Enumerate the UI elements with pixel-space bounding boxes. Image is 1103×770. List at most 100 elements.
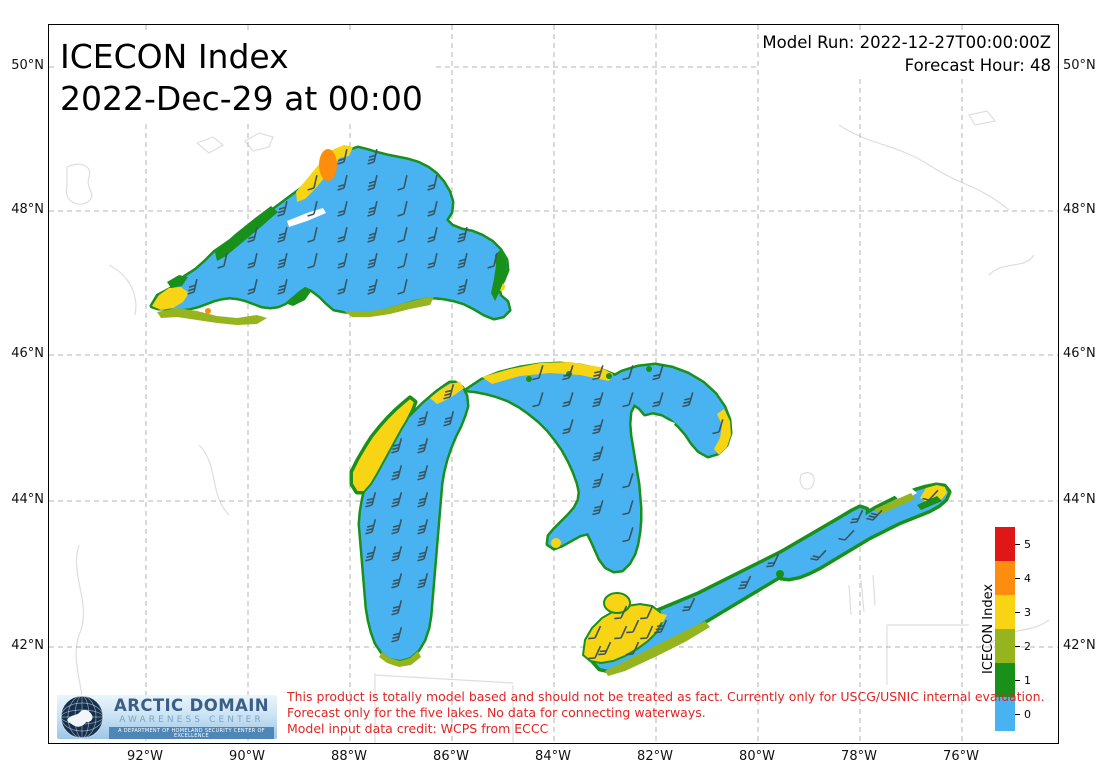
globe-icon — [60, 695, 104, 739]
wind-barb — [457, 252, 468, 269]
wind-barb — [457, 278, 468, 295]
wind-barb — [614, 605, 628, 620]
lat-label-right-0: 50°N — [1063, 58, 1096, 73]
wind-barb — [838, 529, 855, 541]
wind-barb — [367, 226, 378, 243]
wind-barb — [391, 465, 403, 481]
wind-barb — [391, 519, 403, 535]
wind-barb — [592, 473, 604, 489]
lat-label-left-1: 48°N — [11, 202, 44, 217]
wind-barb — [365, 546, 377, 562]
wind-barb — [562, 419, 574, 435]
lon-label-2: 88°W — [331, 749, 367, 764]
wind-barb — [592, 446, 604, 462]
wind-barb — [738, 575, 752, 590]
wind-barb — [622, 500, 634, 516]
wind-barb — [247, 278, 258, 295]
forecast-hour-text: Forecast Hour: 48 — [904, 56, 1051, 75]
wind-barb — [367, 252, 378, 269]
wind-barb — [397, 226, 408, 243]
lake-huron — [467, 364, 730, 571]
colorbar-tickmark — [1015, 680, 1020, 681]
colorbar-segment-1 — [995, 663, 1015, 697]
wind-barb — [307, 174, 318, 191]
colorbar-tick-label-2: 2 — [1024, 640, 1031, 653]
map-frame — [48, 24, 1059, 744]
wind-barb — [640, 605, 654, 620]
wind-barb — [397, 252, 408, 269]
wind-barb — [592, 419, 604, 435]
colorbar-tickmark — [1015, 578, 1020, 579]
lat-label-right-3: 44°N — [1063, 492, 1096, 507]
colorbar-tickmark — [1015, 714, 1020, 715]
wind-barb — [337, 278, 348, 295]
logo-caption: A DEPARTMENT OF HOMELAND SECURITY CENTER… — [109, 727, 274, 739]
wind-barb — [487, 252, 498, 269]
lat-label-left-4: 42°N — [11, 638, 44, 653]
wind-barb — [277, 226, 288, 243]
wind-barb — [277, 200, 288, 217]
wind-barb — [391, 546, 403, 562]
wind-barb — [187, 278, 198, 295]
wind-barb — [417, 411, 429, 427]
wind-barb — [652, 365, 664, 381]
lat-label-left-2: 46°N — [11, 346, 44, 361]
wind-barb — [397, 200, 408, 217]
wind-barb — [307, 252, 318, 269]
colorbar: 5 4 3 2 1 0 — [995, 527, 1031, 731]
colorbar-segment-0 — [995, 697, 1015, 731]
colorbar-tick-label-5: 5 — [1024, 538, 1031, 551]
wind-barb — [866, 509, 883, 521]
wind-barb — [337, 200, 348, 217]
wind-barb — [640, 625, 654, 640]
wind-barb — [652, 392, 664, 408]
lon-label-1: 90°W — [229, 749, 265, 764]
wind-barb — [766, 553, 780, 568]
wind-barb — [443, 384, 455, 400]
wind-barb — [367, 278, 378, 295]
wind-barb — [592, 365, 604, 381]
wind-barb — [307, 200, 318, 217]
colorbar-tick-label-0: 0 — [1024, 708, 1031, 721]
wind-barb — [247, 226, 258, 243]
colorbar-tick-label-3: 3 — [1024, 606, 1031, 619]
colorbar-segment-5 — [995, 527, 1015, 561]
wind-barb — [417, 573, 429, 589]
wind-barb — [417, 519, 429, 535]
wind-barb — [337, 252, 348, 269]
colorbar-tickmark — [1015, 544, 1020, 545]
wind-barb — [592, 392, 604, 408]
wind-barb — [417, 465, 429, 481]
colorbar-tickmark — [1015, 612, 1020, 613]
lat-label-right-2: 46°N — [1063, 346, 1096, 361]
wind-barb — [682, 597, 696, 612]
wind-barb — [588, 645, 602, 660]
colorbar-segment-4 — [995, 561, 1015, 595]
title-line-2: 2022-Dec-29 at 00:00 — [60, 79, 423, 118]
lon-label-3: 86°W — [433, 749, 469, 764]
model-run-annotation: Model Run: 2022-12-27T00:00:00Z Forecast… — [760, 30, 1053, 78]
colorbar-tickmark — [1015, 646, 1020, 647]
lon-label-7: 78°W — [841, 749, 877, 764]
wind-barb — [622, 365, 634, 381]
wind-barb — [712, 419, 724, 435]
colorbar-segment-2 — [995, 629, 1015, 663]
wind-barb — [598, 641, 612, 656]
wind-barb — [614, 625, 628, 640]
wind-barb — [532, 392, 544, 408]
lon-label-0: 92°W — [127, 749, 163, 764]
wind-barb — [427, 252, 438, 269]
logo-title: ARCTIC DOMAIN — [114, 696, 269, 715]
wind-barb — [391, 627, 403, 643]
great-lakes-map — [49, 25, 1058, 743]
colorbar-tick-label-1: 1 — [1024, 674, 1031, 687]
lat-label-left-0: 50°N — [11, 58, 44, 73]
wind-barb — [391, 600, 403, 616]
lake-ontario — [777, 486, 948, 578]
wind-barb — [592, 500, 604, 516]
model-run-text: Model Run: 2022-12-27T00:00:00Z — [762, 33, 1051, 52]
wind-barb — [367, 148, 378, 165]
wind-barb — [397, 174, 408, 191]
lat-label-right-1: 48°N — [1063, 202, 1096, 217]
